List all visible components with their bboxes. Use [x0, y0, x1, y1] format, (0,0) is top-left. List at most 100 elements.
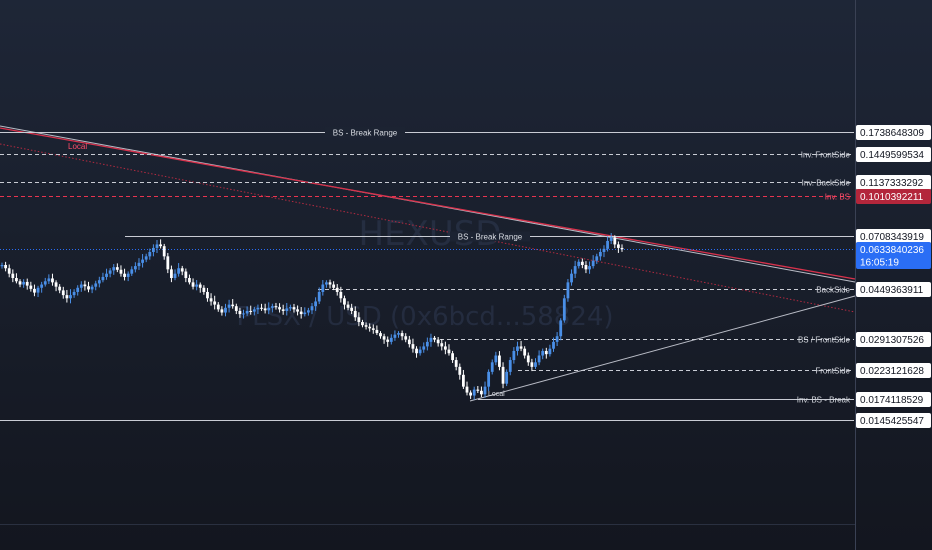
price-tag: 0.1137333292	[856, 175, 931, 190]
price-axis-border	[0, 0, 856, 550]
price-tag: 0.0449363911	[856, 282, 931, 297]
watermark-pair: PLSX / USD (0x6bcd...58824)	[236, 302, 613, 332]
trendline-label-local-red: Local	[68, 142, 87, 151]
candle	[234, 303, 238, 315]
candle	[548, 344, 552, 357]
level-bs-frontside[interactable]: BS / FrontSide	[440, 336, 854, 345]
candle	[469, 390, 473, 399]
candle	[508, 357, 512, 376]
candle	[317, 287, 321, 305]
candle	[357, 312, 361, 327]
candle	[346, 301, 350, 311]
candle	[595, 253, 599, 264]
level-inv-bs[interactable]: Inv. BS	[0, 193, 854, 202]
candle	[404, 333, 408, 343]
candle	[148, 248, 152, 260]
candle	[505, 369, 509, 387]
candle	[170, 265, 173, 283]
price-tag: 0.0145425547	[856, 413, 931, 428]
candle	[530, 358, 534, 372]
candle	[245, 306, 249, 316]
candle	[476, 386, 480, 394]
candle	[512, 347, 516, 364]
candle	[498, 351, 501, 371]
trendlines[interactable]: Local Local	[0, 125, 856, 402]
candle	[480, 386, 483, 398]
price-tag-text: 0.0174118529	[860, 395, 924, 406]
candle	[321, 280, 325, 296]
candle	[159, 239, 163, 249]
candle	[11, 269, 15, 283]
candle	[606, 236, 609, 252]
candle	[588, 261, 591, 274]
candle	[613, 235, 617, 249]
level-inv-frontside[interactable]: Inv. FrontSide	[0, 151, 854, 160]
candle	[325, 280, 328, 288]
candle	[483, 381, 487, 398]
level-label: Inv. BS - Break	[797, 396, 851, 405]
candle	[133, 262, 137, 273]
price-tag: 0.0291307526	[856, 332, 931, 347]
candle	[22, 279, 26, 288]
candle	[400, 330, 404, 341]
candle	[206, 287, 209, 302]
candle	[72, 289, 76, 298]
candle	[544, 347, 548, 359]
candle	[4, 261, 8, 272]
candle	[281, 304, 285, 315]
candle	[314, 297, 318, 311]
level-label: Inv. FrontSide	[801, 151, 851, 160]
trendline-lower-support[interactable]	[469, 295, 856, 402]
candle	[256, 304, 260, 314]
current-price-text: 0.0633840236	[860, 245, 924, 256]
horizontal-levels[interactable]: BS - Break Range Inv. FrontSide Inv. BackS…	[0, 127, 854, 421]
price-tag-text: 0.1738648309	[860, 128, 924, 139]
candle	[350, 303, 354, 315]
candle	[425, 337, 429, 351]
candle	[195, 280, 199, 291]
level-inv-bs-break[interactable]: Inv. BS - Break	[478, 396, 854, 405]
candle	[299, 307, 303, 319]
candle	[15, 273, 18, 284]
candle	[105, 268, 108, 280]
candle	[296, 305, 299, 316]
candle	[191, 278, 195, 290]
candle	[144, 253, 148, 263]
candle	[278, 303, 281, 313]
candle	[61, 286, 65, 299]
candle	[328, 279, 332, 289]
price-tag-text: 0.1449599534	[860, 150, 924, 161]
candle	[87, 281, 90, 293]
price-tag-text: 0.0145425547	[860, 416, 924, 427]
candle	[36, 285, 40, 298]
candle	[465, 381, 469, 396]
candle	[364, 322, 368, 330]
level-bs-break-range[interactable]: BS - Break Range	[125, 231, 854, 242]
candle	[216, 302, 220, 312]
candle	[620, 244, 624, 252]
level-frontside[interactable]: FrontSide	[518, 367, 854, 376]
level-label: BS - Break Range	[458, 233, 523, 242]
trendline-red-solid[interactable]	[0, 127, 856, 280]
candle	[389, 334, 393, 345]
candle	[584, 261, 588, 274]
candle	[51, 273, 54, 286]
candle	[285, 303, 289, 316]
level-backside[interactable]: BackSide	[318, 286, 854, 295]
candle	[458, 363, 462, 380]
candle	[198, 282, 202, 293]
candle	[375, 325, 379, 336]
candle	[126, 271, 130, 282]
candle	[123, 268, 126, 281]
candle	[43, 277, 47, 287]
candle	[263, 303, 267, 314]
level-inv-backside[interactable]: Inv. BackSide	[0, 179, 854, 188]
level-bs-break-range[interactable]: BS - Break Range	[0, 127, 854, 138]
candle	[162, 243, 166, 260]
price-tag: 0.0174118529	[856, 392, 931, 407]
candle	[440, 339, 444, 351]
candle	[166, 252, 170, 274]
candle	[591, 255, 595, 269]
